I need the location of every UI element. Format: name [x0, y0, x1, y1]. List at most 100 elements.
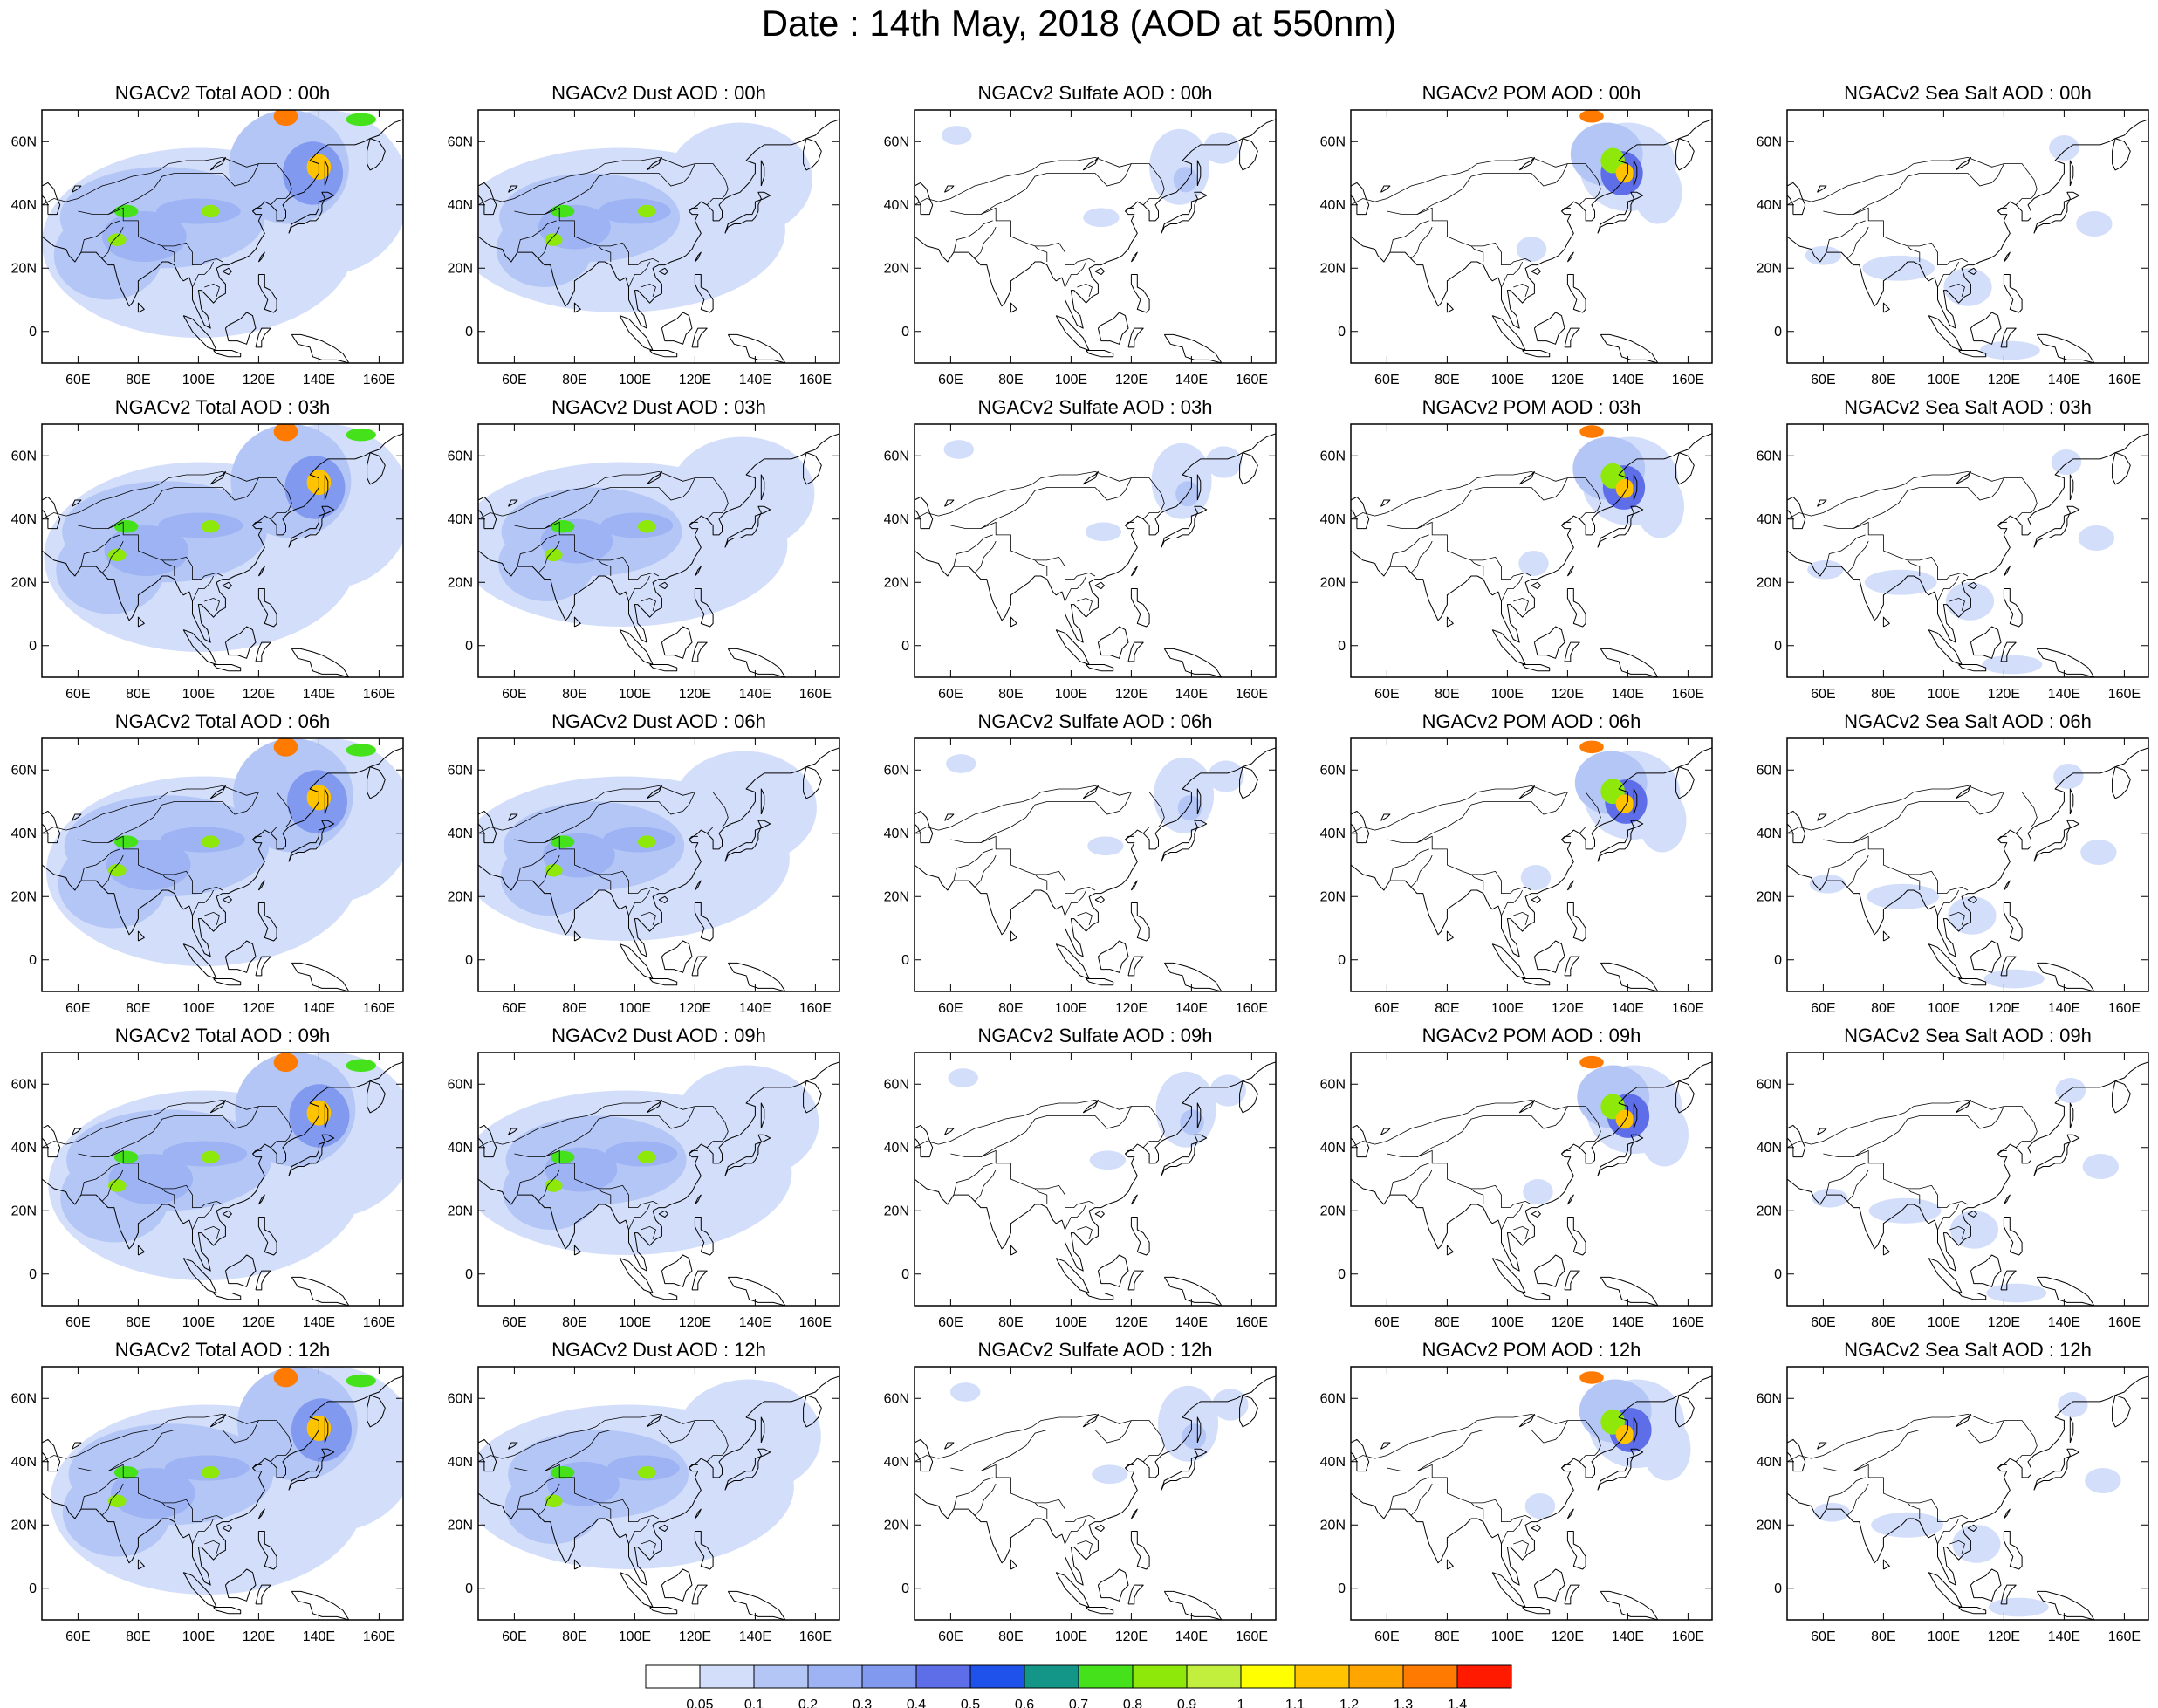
coastline — [1566, 1217, 1586, 1256]
coastlines — [42, 747, 403, 991]
lon-tick-label: 120E — [679, 373, 711, 388]
coastline — [1130, 902, 1150, 942]
map-panel: NGACv2 Sea Salt AOD : 03h 60E 80E 100E 120E 1… — [1757, 393, 2149, 707]
country-border — [953, 220, 993, 253]
country-border — [478, 827, 503, 834]
panel-title: NGACv2 Total AOD : 00h — [114, 82, 331, 104]
coastline — [1566, 902, 1586, 942]
country-border — [1470, 559, 1484, 576]
aod-shade — [113, 520, 139, 533]
lat-tick-label: 0 — [1338, 1581, 1346, 1596]
country-border — [1470, 1502, 1484, 1519]
country-border — [1811, 1099, 2004, 1145]
coastline — [689, 1464, 698, 1469]
aod-shade — [1087, 836, 1124, 856]
panel-title: NGACv2 Dust AOD : 12h — [551, 1339, 766, 1361]
lon-tick-label: 120E — [679, 687, 711, 702]
colorbar-label: 0.1 — [744, 1698, 764, 1708]
coastline — [1597, 820, 1644, 862]
coastline — [691, 1584, 708, 1605]
country-border — [1374, 785, 1568, 831]
coastline — [694, 274, 714, 313]
aod-shade — [346, 744, 376, 757]
coastline — [288, 1448, 335, 1491]
coastline — [619, 1258, 654, 1293]
coastline — [1446, 930, 1454, 942]
aod-shade — [1813, 1502, 1851, 1522]
coastline — [42, 433, 403, 643]
coastline — [1130, 880, 1138, 891]
coastline — [1010, 1559, 1017, 1570]
map-frame — [914, 423, 1277, 678]
lon-tick-label: 60E — [1811, 1001, 1835, 1016]
coastline — [694, 1217, 714, 1256]
aod-shade — [1209, 1074, 1247, 1107]
coastline — [1196, 1102, 1202, 1129]
country-border — [1142, 195, 1162, 206]
lon-tick-label: 120E — [1988, 1001, 2020, 1016]
aod-shade — [1154, 757, 1215, 833]
aod-shade — [1867, 883, 1940, 909]
lat-tick-label: 40N — [884, 198, 909, 213]
panel-title: NGACv2 Sea Salt AOD : 06h — [1844, 710, 2092, 732]
coastline — [222, 895, 232, 903]
coastline — [646, 1099, 662, 1114]
aod-shade — [1083, 208, 1120, 228]
country-border — [1787, 512, 1812, 520]
coastline — [1239, 1395, 1258, 1428]
aod-shade — [158, 512, 243, 538]
coastline — [1970, 1568, 2002, 1602]
country-border — [641, 911, 656, 926]
country-border — [1937, 1204, 1959, 1231]
coastline — [224, 940, 257, 973]
coastline — [1958, 350, 1987, 358]
lat-tick-label: 0 — [1338, 639, 1346, 654]
coastline — [1125, 521, 1134, 526]
lon-tick-label: 160E — [799, 373, 832, 388]
lat-tick-label: 20N — [884, 575, 909, 590]
lat-tick-label: 40N — [1757, 1141, 1782, 1156]
colorbar-label: 0.4 — [907, 1698, 926, 1708]
country-borders — [915, 470, 1165, 612]
lon-tick-label: 140E — [1612, 1001, 1644, 1016]
aod-field — [1516, 110, 1682, 262]
coastline — [2033, 191, 2080, 234]
country-border — [204, 1225, 220, 1240]
country-border — [101, 1169, 124, 1202]
country-border — [1351, 198, 1375, 206]
coastline — [1094, 1524, 1105, 1532]
coastline — [1161, 505, 1208, 548]
coastline — [288, 820, 335, 862]
aod-shade — [1182, 1423, 1207, 1450]
country-border — [974, 1169, 997, 1202]
coastline — [478, 496, 497, 530]
aod-field — [48, 1053, 403, 1280]
coastline — [1633, 1416, 1638, 1444]
coastline — [1597, 505, 1644, 548]
coastlines — [1787, 747, 2148, 991]
lon-tick-label: 100E — [1928, 373, 1960, 388]
aod-shade — [346, 1374, 376, 1388]
coastline — [42, 810, 61, 844]
coastline — [694, 880, 702, 891]
lat-tick-label: 40N — [1320, 827, 1346, 841]
map-plot: 60E 80E 100E 120E 140E 160E 60N 40N 20N 0 — [884, 1052, 1277, 1330]
aod-field — [1524, 1371, 1691, 1519]
coastline — [1997, 521, 2007, 526]
country-border — [1579, 1451, 1599, 1463]
aod-shade — [1642, 1417, 1691, 1481]
coastline — [1518, 785, 1535, 799]
aod-shade — [600, 512, 674, 538]
coastline — [760, 1416, 765, 1444]
coastline — [573, 930, 581, 942]
coastline — [573, 616, 581, 628]
country-border — [1470, 245, 1484, 262]
coastline — [478, 810, 497, 844]
lat-tick-label: 0 — [29, 1267, 37, 1282]
lat-tick-label: 20N — [884, 261, 909, 276]
colorbar-swatch — [1024, 1664, 1079, 1689]
aod-shade — [346, 428, 376, 442]
aod-shade — [1949, 1211, 1999, 1249]
country-border — [1077, 597, 1093, 612]
coastline — [1675, 1395, 1695, 1428]
